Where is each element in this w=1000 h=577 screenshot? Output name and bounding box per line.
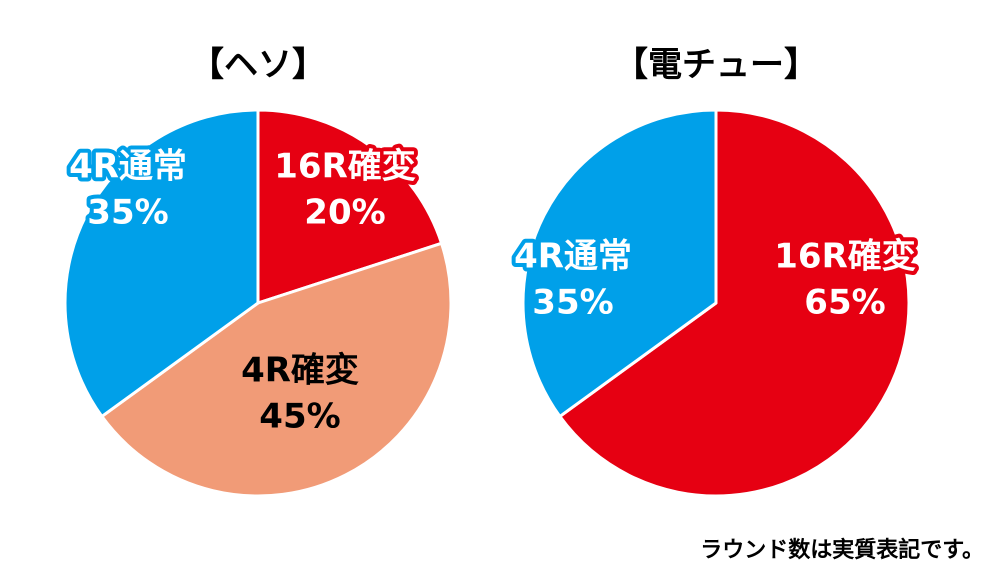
pie-slice — [100, 241, 453, 498]
slice-value-label: 20% — [304, 193, 385, 233]
slice-label: 16R確変 — [274, 147, 416, 187]
chart-title: 【ヘソ】 — [190, 45, 326, 85]
slice-value-label: 45% — [259, 397, 340, 437]
pie-slice — [558, 108, 911, 498]
footnote: ラウンド数は実質表記です。 — [700, 538, 984, 563]
slice-label: 4R確変 — [241, 351, 359, 391]
pie-chart-1: 【ヘソ】 16R確変 20% 4R確変 45% 4R通常 35% — [63, 45, 453, 498]
slice-label: 4R通常 — [69, 147, 187, 187]
pie-slice — [63, 108, 260, 418]
slice-value-label: 35% — [87, 193, 168, 233]
slice-label: 16R確変 — [774, 237, 916, 277]
slice-value-label: 65% — [804, 283, 885, 323]
slice-label: 4R通常 — [514, 237, 632, 277]
pie-slice — [521, 108, 718, 418]
pie-slice — [256, 108, 444, 305]
slice-value-label: 35% — [532, 283, 613, 323]
chart-title: 【電チュー】 — [614, 45, 818, 85]
pie-chart-2: 【電チュー】 16R確変 65% 4R通常 35% — [510, 45, 920, 498]
